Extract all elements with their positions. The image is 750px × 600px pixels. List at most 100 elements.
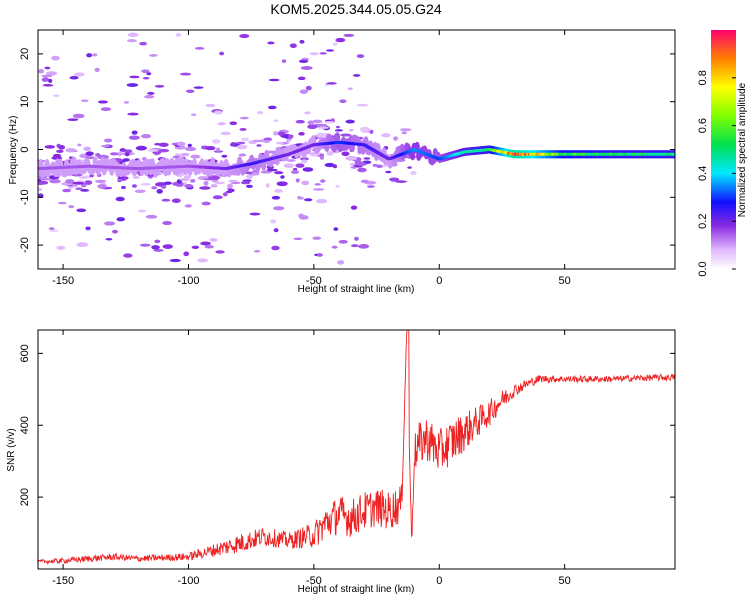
- spectrogram-cell: [220, 131, 231, 136]
- y-tick-label: 10: [19, 96, 31, 108]
- spectrogram-x-ticks: -150 -100 -50 0 50: [52, 30, 571, 287]
- spectrogram-cell: [194, 47, 205, 50]
- spectrogram-cell: [324, 162, 335, 168]
- spectrogram-cell: [295, 163, 305, 168]
- spectrogram-cell: [68, 186, 74, 190]
- spectrogram-cell: [289, 43, 297, 49]
- spectrogram-cell: [312, 188, 325, 191]
- spectrogram-cell: [304, 111, 311, 115]
- spectrogram-cell: [350, 166, 358, 169]
- spectrogram-cell: [326, 49, 335, 52]
- spectrogram-cell: [307, 124, 318, 129]
- spectrogram-cell: [49, 229, 59, 232]
- spectrogram-cell: [301, 159, 308, 164]
- spectrogram-cell: [316, 253, 323, 257]
- spectrogram-cell: [315, 198, 328, 204]
- spectrogram-cell: [80, 99, 89, 103]
- spectrogram-cell: [407, 166, 412, 169]
- y-tick-label: -10: [19, 189, 31, 205]
- spectrogram-cell: [124, 152, 130, 157]
- spectrogram-cell: [267, 105, 277, 110]
- spectrogram-cell: [180, 152, 190, 157]
- spectrogram-cell: [273, 131, 279, 136]
- spectrogram-cell: [190, 178, 196, 183]
- spectrogram-cell: [121, 186, 126, 189]
- spectrogram-cell: [358, 244, 370, 249]
- spectrogram-cell: [84, 180, 93, 185]
- spectrogram-cell: [227, 183, 234, 189]
- spectrogram-cell: [354, 160, 362, 165]
- spectrogram-cell: [205, 146, 216, 151]
- spectrogram-cell: [126, 39, 137, 43]
- spectrogram-x-axis-label: Height of straight line (km): [298, 284, 415, 295]
- spectrogram-cell: [304, 198, 313, 202]
- spectrogram-cell: [395, 180, 407, 183]
- spectrogram-cell: [139, 41, 147, 46]
- colorbar-tick-label: 0.8: [697, 70, 709, 85]
- spectrogram-cell: [62, 188, 71, 193]
- spectrogram-cell: [134, 189, 146, 194]
- colorbar-ticks: 0.0 0.2 0.4 0.6 0.8: [697, 70, 736, 277]
- spectrogram-cell: [49, 179, 61, 184]
- x-tick-label: 0: [436, 275, 442, 287]
- spectrogram-cell: [144, 94, 155, 99]
- spectrogram-cell: [94, 67, 100, 72]
- spectrogram-cell: [209, 238, 218, 242]
- x-tick-label: 50: [559, 275, 571, 287]
- spectrogram-cell: [393, 136, 398, 141]
- spectrogram-cell: [163, 181, 172, 185]
- spectrogram-cell: [131, 184, 137, 188]
- spectrogram-cell: [211, 139, 221, 144]
- spectrogram-cell: [319, 52, 327, 55]
- spectrogram-cell: [281, 59, 287, 63]
- spectrogram-cell: [140, 182, 151, 186]
- spectrogram-cell: [138, 209, 147, 213]
- spectrogram-cell: [141, 156, 147, 162]
- spectrogram-cell: [72, 181, 85, 185]
- spectrogram-cell: [56, 245, 66, 250]
- spectrogram-cell: [199, 186, 211, 190]
- spectrogram-cell: [127, 112, 139, 116]
- spectrogram-cell: [280, 175, 285, 179]
- spectrogram-cell: [151, 186, 158, 190]
- spectrogram-cell: [147, 149, 159, 152]
- x-tick-label: -150: [52, 275, 74, 287]
- spectrogram-cell: [67, 118, 79, 121]
- y-tick-label: 20: [19, 48, 31, 60]
- spectrogram-cell: [354, 236, 359, 241]
- spectrogram-cell: [297, 76, 306, 81]
- spectrogram-cell: [214, 181, 225, 185]
- y-tick-label: 400: [19, 416, 31, 434]
- spectrogram-cell: [151, 245, 160, 250]
- spectrogram-cell: [193, 86, 204, 89]
- spectrogram-cell: [112, 229, 118, 234]
- spectrogram-cell: [300, 157, 309, 161]
- spectrogram-cell: [301, 180, 310, 186]
- spectrogram-cell: [274, 189, 283, 193]
- spectrogram-cell: [236, 141, 246, 145]
- colorbar-gradient: [711, 30, 736, 269]
- spectrogram-cell: [332, 164, 338, 169]
- spectrogram-cell: [219, 51, 225, 56]
- spectrogram-cell: [252, 139, 265, 143]
- spectrogram-cell: [183, 251, 190, 257]
- spectrogram-cell: [146, 72, 152, 76]
- spectrogram-cell: [213, 110, 223, 115]
- spectrogram-cell: [221, 154, 228, 158]
- spectrogram-cell: [52, 94, 60, 97]
- spectrogram-ridge-core: [672, 152, 675, 156]
- spectrogram-cell: [184, 204, 192, 208]
- spectrogram-cell: [197, 258, 208, 263]
- spectrogram-cell: [347, 87, 353, 90]
- spectrogram-cell: [239, 116, 249, 120]
- spectrogram-cell: [335, 125, 341, 129]
- spectrogram-cell: [56, 149, 64, 153]
- spectrogram-cell: [92, 53, 98, 57]
- spectrogram-cell: [52, 153, 62, 158]
- spectrogram-cell: [272, 206, 285, 211]
- spectrogram-cell: [51, 55, 60, 61]
- spectrogram-cell: [44, 145, 56, 149]
- x-tick-label: -150: [52, 575, 74, 587]
